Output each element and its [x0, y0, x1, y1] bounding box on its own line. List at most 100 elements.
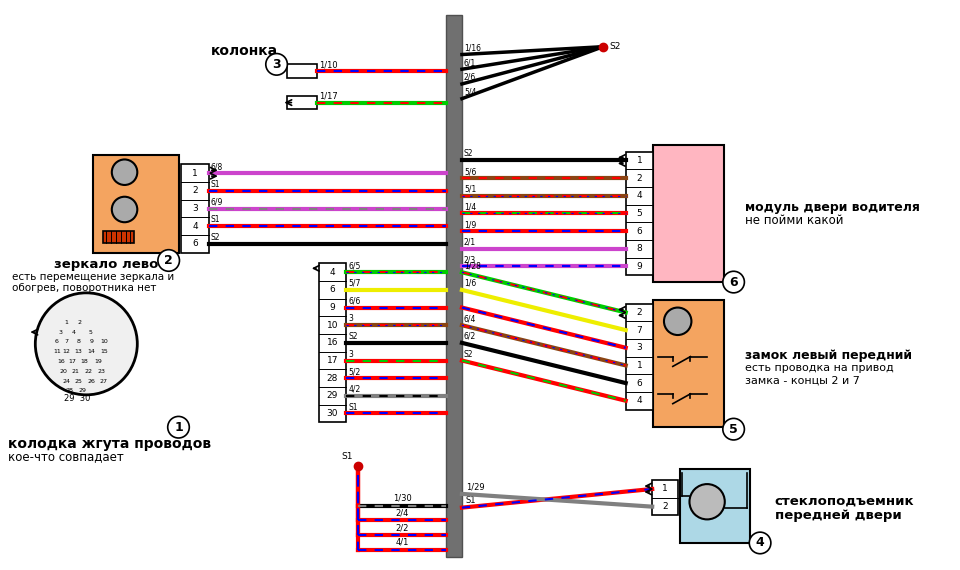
Text: 9: 9 — [89, 339, 93, 344]
Circle shape — [157, 250, 180, 271]
Text: 6: 6 — [636, 226, 642, 235]
Text: 18: 18 — [81, 359, 88, 364]
Text: 5/7: 5/7 — [348, 279, 361, 288]
Text: S1: S1 — [342, 451, 353, 461]
Text: 2: 2 — [636, 174, 642, 182]
Text: замка - концы 2 и 7: замка - концы 2 и 7 — [745, 375, 860, 385]
Text: 6/9: 6/9 — [211, 198, 224, 206]
Bar — [287, 64, 317, 78]
Text: 1: 1 — [64, 320, 68, 325]
Text: S2: S2 — [464, 349, 473, 359]
Bar — [626, 152, 653, 275]
Text: передней двери: передней двери — [775, 509, 901, 522]
Text: 13: 13 — [75, 349, 83, 354]
Text: стеклоподъемник: стеклоподъемник — [775, 494, 915, 507]
Text: 4: 4 — [192, 222, 198, 231]
Text: замок левый передний: замок левый передний — [745, 349, 912, 361]
Text: 2: 2 — [164, 254, 173, 267]
Circle shape — [664, 308, 691, 335]
Text: 22: 22 — [84, 369, 92, 374]
Bar — [181, 164, 209, 253]
Text: S1: S1 — [211, 180, 221, 189]
Text: 1/30: 1/30 — [393, 494, 412, 503]
Text: 10: 10 — [100, 339, 108, 344]
Text: 4/2: 4/2 — [348, 385, 360, 394]
Text: 21: 21 — [72, 369, 80, 374]
Text: 4: 4 — [636, 396, 642, 405]
Text: 1/10: 1/10 — [319, 60, 337, 69]
Text: 5: 5 — [88, 329, 92, 335]
Text: 3: 3 — [273, 58, 281, 71]
Text: 6/2: 6/2 — [464, 332, 476, 341]
Text: 7: 7 — [64, 339, 69, 344]
Text: S2: S2 — [609, 42, 620, 51]
Text: 4: 4 — [636, 192, 642, 200]
Text: 8: 8 — [77, 339, 81, 344]
Circle shape — [266, 54, 287, 75]
Circle shape — [111, 160, 137, 185]
Text: 6: 6 — [329, 286, 335, 294]
Text: 3: 3 — [348, 314, 353, 323]
Text: 1/9: 1/9 — [464, 220, 476, 229]
Text: 17: 17 — [326, 356, 338, 365]
Circle shape — [689, 484, 725, 519]
Text: 3: 3 — [192, 204, 198, 213]
Bar — [446, 15, 462, 557]
Text: 6: 6 — [192, 239, 198, 249]
Text: 6: 6 — [636, 378, 642, 388]
Text: 8: 8 — [636, 244, 642, 253]
Text: 6/4: 6/4 — [464, 314, 476, 323]
Text: 2: 2 — [78, 320, 82, 325]
Text: 2/3: 2/3 — [464, 255, 476, 264]
Bar — [653, 145, 724, 282]
Text: 2: 2 — [662, 502, 668, 511]
Bar — [319, 263, 347, 422]
Text: 1/29: 1/29 — [466, 483, 485, 492]
Text: 25: 25 — [75, 378, 83, 384]
Text: 11: 11 — [53, 349, 60, 354]
Text: 6: 6 — [55, 339, 59, 344]
Text: 1: 1 — [192, 169, 198, 178]
Text: 6/6: 6/6 — [348, 296, 361, 306]
Text: 2/4: 2/4 — [396, 508, 409, 518]
Text: 30: 30 — [326, 409, 338, 418]
Text: 1/17: 1/17 — [319, 92, 338, 101]
Text: 1: 1 — [174, 421, 182, 434]
Text: S2: S2 — [348, 332, 358, 341]
Bar — [103, 231, 134, 243]
Text: 9: 9 — [329, 303, 335, 312]
Text: 3: 3 — [348, 349, 353, 359]
Text: 16: 16 — [57, 359, 64, 364]
Circle shape — [723, 418, 744, 440]
Text: не пойми какой: не пойми какой — [745, 214, 844, 227]
Text: 6: 6 — [730, 275, 738, 288]
Circle shape — [168, 417, 189, 438]
Text: 5/6: 5/6 — [464, 167, 476, 176]
Text: 26: 26 — [87, 378, 95, 384]
Text: 28: 28 — [65, 388, 74, 393]
Circle shape — [723, 271, 744, 293]
Bar — [93, 154, 180, 253]
Circle shape — [36, 293, 137, 395]
Text: 6/8: 6/8 — [211, 162, 223, 171]
Text: 2/1: 2/1 — [464, 238, 476, 247]
Text: 28: 28 — [326, 374, 338, 382]
Text: кое-что совпадает: кое-что совпадает — [8, 450, 124, 463]
Text: 1/28: 1/28 — [464, 261, 481, 270]
Text: 1: 1 — [636, 361, 642, 370]
Text: 15: 15 — [100, 349, 108, 354]
Text: модуль двери водителя: модуль двери водителя — [745, 201, 921, 214]
Text: 16: 16 — [326, 339, 338, 347]
Text: S2: S2 — [211, 233, 221, 242]
Text: 4: 4 — [72, 329, 76, 335]
Text: S1: S1 — [211, 215, 221, 224]
Text: S2: S2 — [464, 149, 473, 158]
Text: зеркало левое: зеркало левое — [54, 258, 167, 271]
Text: 27: 27 — [100, 378, 108, 384]
Text: 4/1: 4/1 — [396, 538, 409, 547]
Text: S1: S1 — [348, 402, 358, 412]
Text: 7: 7 — [636, 325, 642, 335]
Text: S1: S1 — [466, 496, 476, 504]
Text: 1/4: 1/4 — [464, 202, 476, 211]
Text: 10: 10 — [326, 321, 338, 329]
